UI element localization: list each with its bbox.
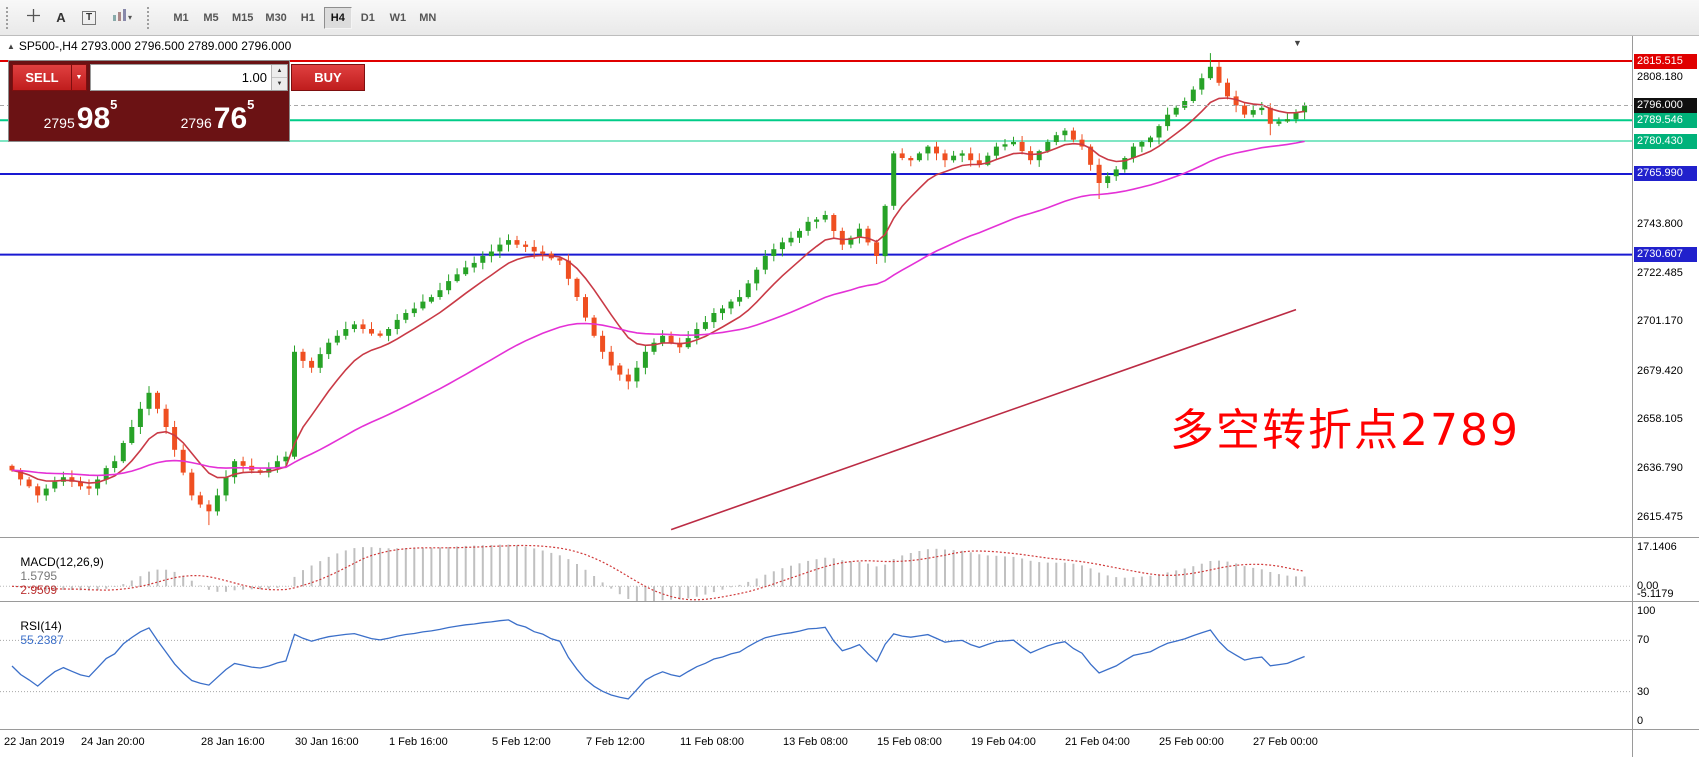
timeframe-button-m30[interactable]: M30 [265, 11, 287, 24]
one-click-trading-panel: SELL ▼ ▲ ▼ BUY 2795 98 5 2796 76 5 [8, 60, 365, 142]
rsi-axis-label: 0 [1637, 715, 1644, 727]
time-axis-label: 7 Feb 12:00 [586, 736, 645, 748]
volume-spin-up-button[interactable]: ▲ [272, 65, 287, 78]
macd-axis-label: 0.00 [1637, 580, 1659, 592]
sell-dropdown-button[interactable]: ▼ [72, 64, 87, 91]
rsi-axis-label: 100 [1637, 605, 1656, 617]
price-axis-label: 2765.990 [1634, 166, 1697, 181]
time-axis-label: 27 Feb 00:00 [1253, 736, 1318, 748]
chart-annotation-text: 多空转折点2789 [1170, 405, 1520, 456]
symbol-period-label: SP500-,H4 [18, 39, 78, 53]
price-axis-border [1632, 36, 1633, 757]
toolbar-grip[interactable] [6, 6, 14, 29]
ohlc-close: 2796.000 [241, 39, 292, 53]
timeframe-button-h1[interactable]: H1 [300, 11, 315, 24]
macd-indicator-canvas[interactable] [0, 538, 1632, 602]
price-axis-label: 2808.180 [1637, 71, 1683, 83]
ohlc-open: 2793.000 [80, 39, 132, 53]
volume-input[interactable] [91, 65, 271, 90]
ohlc-high: 2796.500 [134, 39, 185, 53]
price-axis-label: 2789.546 [1634, 113, 1697, 128]
price-axis-label: 2743.800 [1637, 218, 1683, 230]
chart-shift-marker-icon[interactable]: ▼ [1293, 38, 1302, 48]
text-label-icon: A [56, 10, 66, 25]
text-box-button[interactable]: T [75, 5, 103, 31]
ohlc-header: ▲ SP500-,H4 2793.000 2796.500 2789.000 2… [7, 39, 291, 53]
price-axis-label: 2722.485 [1637, 267, 1683, 279]
crosshair-button[interactable] [19, 5, 47, 31]
timeframe-button-mn[interactable]: MN [419, 11, 437, 24]
rsi-value: 55.2387 [20, 633, 64, 647]
chevron-down-icon: ▾ [127, 13, 132, 22]
timeframe-button-m1[interactable]: M1 [173, 11, 189, 24]
text-label-button[interactable]: A [47, 5, 75, 31]
price-axis-label: 2658.105 [1637, 413, 1683, 425]
macd-signal-value: 2.9509 [20, 583, 58, 597]
panel-divider[interactable] [0, 601, 1699, 602]
price-axis-label: 2636.790 [1637, 462, 1683, 474]
macd-value: 1.5795 [20, 569, 58, 583]
timeframe-button-m15[interactable]: M15 [232, 11, 254, 24]
time-axis-label: 13 Feb 08:00 [783, 736, 848, 748]
bid-price: 2795 98 5 [43, 97, 118, 135]
rsi-header: RSI(14) 55.2387 [20, 619, 64, 647]
time-axis-label: 30 Jan 16:00 [295, 736, 359, 748]
macd-axis-label: -5.1179 [1637, 588, 1674, 600]
sell-button[interactable]: SELL [12, 64, 72, 91]
rsi-axis-label: 70 [1637, 634, 1650, 646]
buy-button[interactable]: BUY [291, 64, 365, 91]
price-axis-label: 2615.475 [1637, 511, 1683, 523]
rsi-axis-label: 30 [1637, 686, 1650, 698]
time-axis-label: 28 Jan 16:00 [201, 736, 265, 748]
toolbar: A T ▾ M1 M5 M15 M30 H1 H4 D1 W1 MN [0, 0, 1699, 36]
ohlc-low: 2789.000 [187, 39, 238, 53]
timeframe-group: M1 M5 M15 M30 H1 H4 D1 W1 MN [166, 6, 443, 29]
indicators-button[interactable]: ▾ [103, 5, 141, 31]
crosshair-icon [26, 8, 41, 28]
volume-spinner: ▲ ▼ [271, 65, 287, 90]
macd-axis-label: 17.1406 [1637, 541, 1677, 553]
rsi-indicator-canvas[interactable] [0, 602, 1632, 730]
ask-price: 2796 76 5 [180, 97, 255, 135]
price-axis-label: 2796.000 [1634, 98, 1697, 113]
price-axis-label: 2730.607 [1634, 247, 1697, 262]
time-axis-label: 11 Feb 08:00 [680, 736, 745, 748]
price-axis-label: 2815.515 [1634, 54, 1697, 69]
time-axis-label: 1 Feb 16:00 [389, 736, 448, 748]
panel-divider[interactable] [0, 537, 1699, 538]
time-axis-label: 5 Feb 12:00 [492, 736, 551, 748]
time-axis-label: 21 Feb 04:00 [1065, 736, 1130, 748]
timeframe-button-w1[interactable]: W1 [389, 11, 407, 24]
time-axis-label: 22 Jan 2019 [4, 736, 65, 748]
toolbar-grip[interactable] [147, 6, 155, 29]
panel-divider [0, 729, 1699, 730]
time-axis-label: 19 Feb 04:00 [971, 736, 1036, 748]
one-click-toggle-icon[interactable]: ▲ [7, 41, 15, 51]
price-axis-label: 2780.430 [1634, 134, 1697, 149]
time-axis-label: 25 Feb 00:00 [1159, 736, 1224, 748]
time-axis-label: 15 Feb 08:00 [877, 736, 942, 748]
timeframe-button-d1[interactable]: D1 [360, 11, 375, 24]
timeframe-button-h4[interactable]: H4 [323, 6, 352, 29]
price-axis-label: 2701.170 [1637, 315, 1683, 327]
price-axis-label: 2679.420 [1637, 365, 1683, 377]
indicators-icon [112, 8, 127, 27]
text-box-icon: T [81, 10, 97, 25]
macd-header: MACD(12,26,9) 1.5795 2.9509 [20, 555, 104, 597]
time-axis-label: 24 Jan 20:00 [81, 736, 145, 748]
volume-spin-down-button[interactable]: ▼ [272, 78, 287, 90]
timeframe-button-m5[interactable]: M5 [203, 11, 219, 24]
